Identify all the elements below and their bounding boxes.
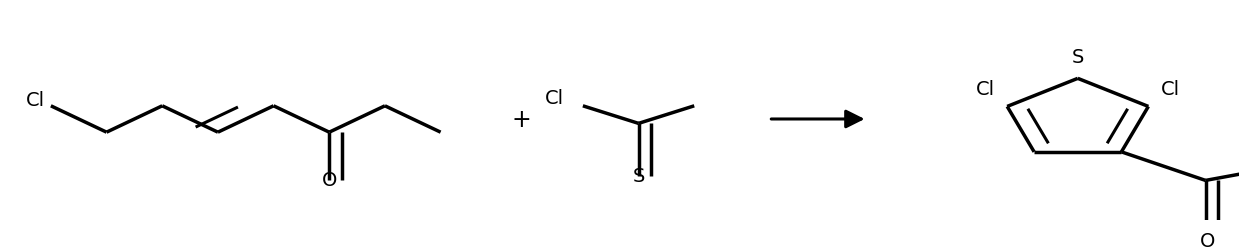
Text: S: S — [1071, 48, 1084, 67]
Text: +: + — [511, 108, 531, 132]
Text: O: O — [321, 170, 337, 190]
Text: Cl: Cl — [1161, 79, 1180, 98]
Text: Cl: Cl — [26, 90, 45, 109]
Text: S: S — [632, 166, 645, 185]
Text: Cl: Cl — [546, 88, 564, 107]
Text: Cl: Cl — [976, 79, 994, 98]
Text: O: O — [1200, 231, 1215, 250]
